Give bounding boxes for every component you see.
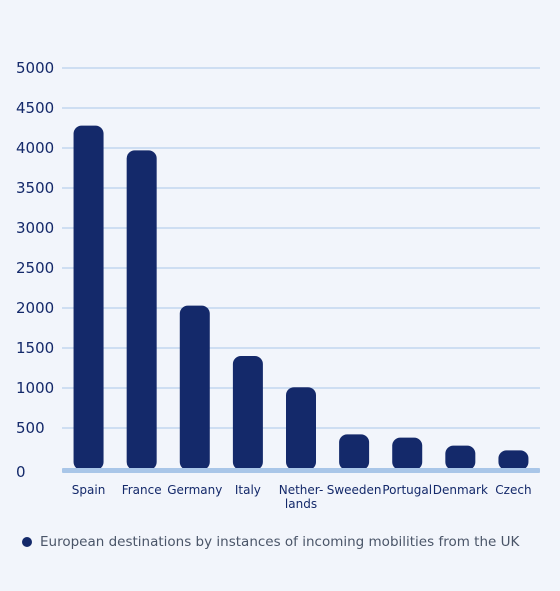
x-tick-label: France: [122, 483, 162, 497]
x-tick-label: lands: [285, 497, 317, 511]
bar: [498, 450, 529, 470]
bar: [179, 305, 210, 470]
y-tick-label: 5000: [16, 59, 54, 77]
y-tick-label: 0: [16, 463, 26, 481]
bar: [73, 125, 104, 470]
y-tick-label: 2000: [16, 299, 54, 317]
x-tick-label: Denmark: [433, 483, 488, 497]
legend-label: European destinations by instances of in…: [40, 534, 520, 550]
y-tick-label: 1500: [16, 339, 54, 357]
bar: [339, 434, 370, 470]
y-tick-label: 2500: [16, 259, 54, 277]
x-tick-label: Spain: [72, 483, 106, 497]
y-tick-label: 1000: [16, 379, 54, 397]
bar: [286, 387, 316, 470]
x-tick-label: Sweeden: [327, 483, 382, 497]
x-axis-baseline: [62, 468, 540, 473]
bar: [232, 356, 263, 470]
bar: [445, 445, 476, 470]
y-tick-label: 4000: [16, 139, 54, 157]
y-tick-label: 500: [16, 419, 45, 437]
x-tick-label: Nether-: [279, 483, 324, 497]
y-tick-label: 3000: [16, 219, 54, 237]
x-tick-label: Czech: [495, 483, 531, 497]
x-tick-label: Italy: [235, 483, 261, 497]
bar: [392, 437, 423, 470]
legend-marker: [22, 537, 32, 547]
bar: [126, 150, 157, 470]
x-tick-label: Germany: [167, 483, 222, 497]
y-tick-label: 4500: [16, 99, 54, 117]
x-tick-label: Portugal: [382, 483, 432, 497]
legend: European destinations by instances of in…: [22, 534, 519, 550]
y-tick-label: 3500: [16, 179, 54, 197]
